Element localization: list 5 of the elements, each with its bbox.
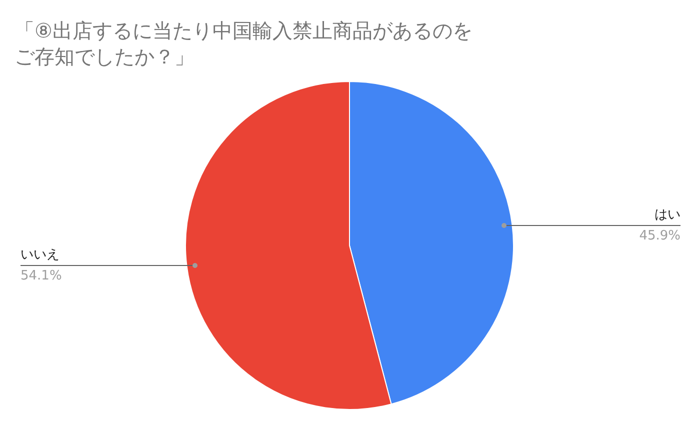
data-label: 54.1% — [20, 268, 62, 284]
slice-label: いいえ — [20, 248, 60, 263]
chart-title: 「⑧出店するに当たり中国輸入禁止商品があるのをご存知でしたか？」 — [14, 18, 472, 68]
data-label: 45.9% — [639, 228, 681, 244]
slice-label: はい — [654, 207, 680, 222]
